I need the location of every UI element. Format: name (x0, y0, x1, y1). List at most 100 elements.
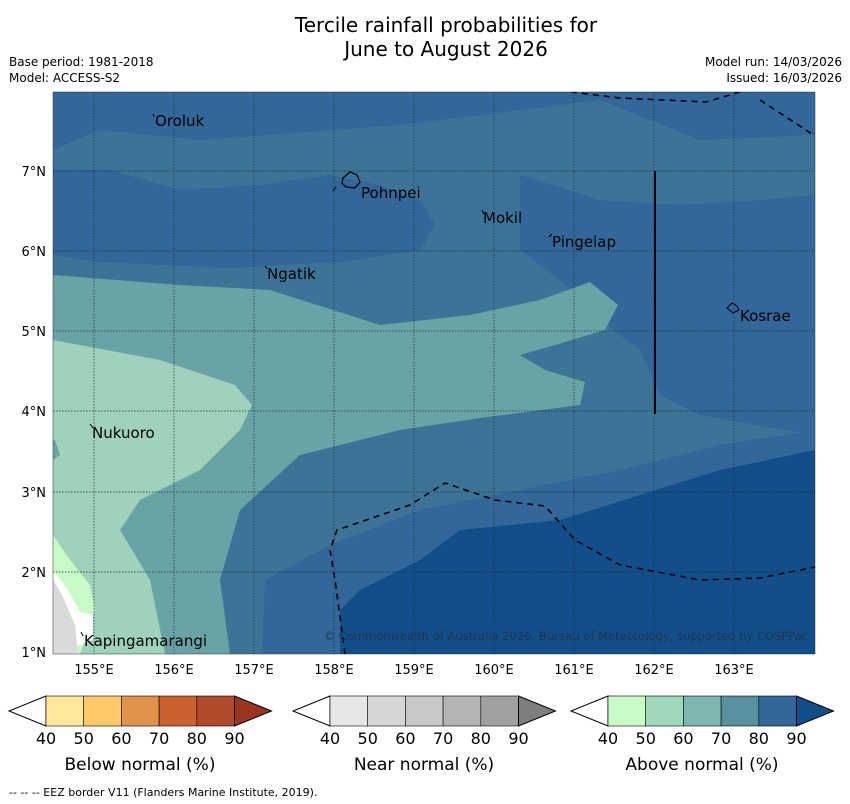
near-normal-swatch (480, 695, 519, 727)
place-labels: Oroluk Pohnpei Mokil Pingelap Ngatik Kos… (84, 112, 791, 650)
kapingamarangi-mark (80, 631, 84, 637)
above-normal-swatch (607, 695, 647, 727)
near-normal-low-arrow (291, 695, 331, 727)
near-normal-tick-label: 80 (471, 729, 491, 748)
lon-label-157e: 157°E (234, 663, 274, 678)
above-normal-swatch (683, 695, 722, 727)
near-normal-label: Near normal (%) (353, 755, 495, 775)
eez-legend-footnote: -- -- -- EEZ border V11 (Flanders Marine… (9, 786, 318, 799)
above-normal-tick-label: 70 (711, 729, 731, 748)
above-normal-tick-label: 80 (749, 729, 769, 748)
lon-label-155e: 155°E (74, 663, 114, 678)
map-title-line-1: Tercile rainfall probabilities for (294, 13, 598, 37)
above-normal-tick-label: 90 (786, 729, 806, 748)
near-normal-tick-label: 90 (508, 729, 528, 748)
lat-label-2n: 2°N (22, 566, 47, 581)
longitude-labels: 155°E 156°E 157°E 158°E 159°E 160°E 161°… (74, 663, 754, 678)
band-60-70-patch (53, 440, 60, 460)
below-normal-swatch (121, 695, 160, 727)
above-normal-tick-label: 40 (598, 729, 618, 748)
near-normal-swatch (405, 695, 444, 727)
lon-label-159e: 159°E (394, 663, 434, 678)
below-normal-tick-label: 50 (74, 729, 94, 748)
nukuoro-mark (89, 423, 94, 429)
below-normal-tick-label: 90 (224, 729, 244, 748)
lon-label-160e: 160°E (474, 663, 514, 678)
place-label-ngatik: Ngatik (267, 265, 316, 283)
place-label-pohnpei: Pohnpei (361, 184, 421, 202)
below-normal-swatch (45, 695, 85, 727)
below-normal-tick-label: 60 (111, 729, 131, 748)
above-normal-tick-label: 60 (673, 729, 693, 748)
below-normal-tick-label: 40 (36, 729, 56, 748)
above-normal-high-arrow (796, 695, 835, 727)
band-50-60 (53, 340, 252, 654)
below-normal-label: Below normal (%) (64, 755, 216, 775)
below-normal-swatch (158, 695, 198, 727)
pingelap-mark (548, 233, 553, 238)
lat-label-7n: 7°N (22, 165, 47, 180)
lat-label-1n: 1°N (22, 646, 47, 661)
graticule (53, 92, 815, 654)
below-normal-swatch (196, 695, 235, 727)
model-run-date: Model run: 14/03/2026 (704, 55, 842, 69)
colorbar-above-normal: 40 50 60 70 80 90 (569, 695, 835, 748)
lon-label-163e: 163°E (714, 663, 754, 678)
latitude-labels: 7°N 6°N 5°N 4°N 3°N 2°N 1°N (22, 165, 47, 661)
place-label-nukuoro: Nukuoro (92, 424, 155, 442)
above-normal-tick-label: 50 (636, 729, 656, 748)
near-normal-tick-label: 70 (433, 729, 453, 748)
model-name: Model: ACCESS-S2 (9, 71, 121, 85)
below-normal-tick-label: 80 (187, 729, 207, 748)
lat-label-3n: 3°N (22, 486, 47, 501)
lon-label-156e: 156°E (154, 663, 194, 678)
near-normal-tick-label: 50 (358, 729, 378, 748)
map-title-line-2: June to August 2026 (344, 37, 548, 61)
mokil-mark (481, 209, 485, 215)
band-80-90-east (520, 175, 815, 435)
lat-label-6n: 6°N (22, 245, 47, 260)
place-label-oroluk: Oroluk (155, 112, 204, 130)
probability-contours (53, 92, 815, 654)
eez-border-north (570, 92, 815, 137)
near-normal-high-arrow (518, 695, 557, 727)
colorbar-near-normal: 40 50 60 70 80 90 (291, 695, 557, 748)
band-80-90-pohnpei (53, 170, 435, 268)
place-label-kosrae: Kosrae (740, 307, 791, 325)
lon-label-161e: 161°E (554, 663, 594, 678)
place-label-mokil: Mokil (483, 209, 522, 227)
kosrae-island (726, 302, 740, 314)
issued-date: Issued: 16/03/2026 (726, 71, 842, 85)
near-normal-swatch (329, 695, 369, 727)
above-normal-label: Above normal (%) (625, 755, 779, 775)
place-label-pingelap: Pingelap (552, 233, 616, 251)
below-normal-swatch (83, 695, 122, 727)
lat-label-5n: 5°N (22, 325, 47, 340)
band-80-90-north (53, 92, 815, 150)
below-normal-tick-label: 70 (149, 729, 169, 748)
lat-label-4n: 4°N (22, 405, 47, 420)
copyright-notice: © Commonwealth of Australia 2026, Bureau… (324, 629, 808, 643)
eez-border-south (329, 482, 815, 654)
place-label-kapingamarangi: Kapingamarangi (84, 632, 207, 650)
below-normal-high-arrow (234, 695, 273, 727)
colorbar-below-normal: 40 50 60 70 80 90 (7, 695, 273, 748)
ngatik-mark (264, 265, 268, 270)
near-normal-tick-label: 40 (320, 729, 340, 748)
base-period: Base period: 1981-2018 (9, 55, 154, 69)
near-normal-swatch (442, 695, 482, 727)
lon-label-162e: 162°E (634, 663, 674, 678)
map-frame (52, 91, 816, 655)
below-normal-low-arrow (7, 695, 47, 727)
near-normal-swatch (367, 695, 406, 727)
oroluk-mark (152, 113, 155, 118)
pohnpei-island (341, 171, 361, 189)
ant-atoll-mark (332, 186, 337, 192)
lon-label-158e: 158°E (314, 663, 354, 678)
near-normal-patch (53, 580, 78, 654)
near-normal-tick-label: 60 (395, 729, 415, 748)
above-normal-swatch (758, 695, 797, 727)
band-90-plus (340, 450, 815, 654)
above-normal-low-arrow (569, 695, 609, 727)
